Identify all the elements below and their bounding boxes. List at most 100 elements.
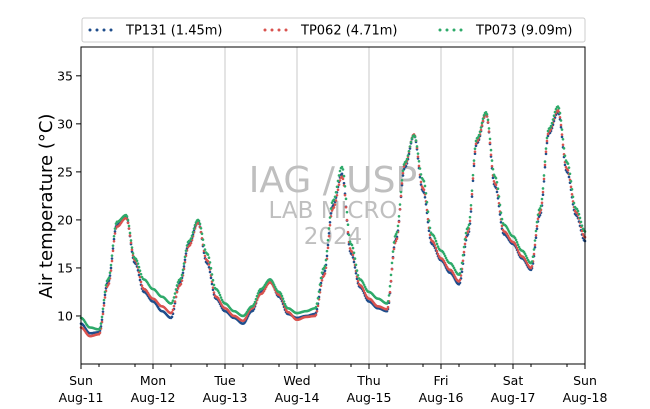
data-point — [516, 249, 520, 252]
data-point — [461, 253, 465, 257]
data-point — [443, 254, 447, 258]
data-point — [544, 152, 548, 156]
data-point — [500, 224, 504, 228]
y-axis: 10 15 20 25 30 35 — [57, 68, 81, 323]
data-point — [218, 293, 222, 297]
data-point — [362, 289, 366, 293]
data-point — [173, 300, 177, 303]
data-point — [482, 114, 486, 117]
data-point — [397, 220, 401, 224]
data-point — [211, 278, 215, 282]
x-tick-label-date: Aug-13 — [203, 390, 248, 405]
data-point — [344, 197, 348, 201]
data-point — [343, 184, 347, 188]
data-point — [484, 111, 488, 114]
data-point — [111, 244, 115, 247]
data-point — [109, 266, 113, 270]
data-point — [110, 254, 114, 257]
data-point — [579, 220, 583, 224]
data-point — [404, 160, 408, 163]
data-point — [280, 294, 284, 298]
x-tick-label-day: Sat — [503, 373, 524, 388]
data-point — [530, 264, 534, 268]
data-point — [253, 300, 257, 304]
data-point — [546, 134, 550, 138]
data-point — [340, 175, 344, 178]
data-point — [126, 218, 130, 222]
data-point — [272, 283, 276, 286]
data-point — [104, 284, 108, 287]
data-point — [111, 247, 115, 250]
data-point — [174, 288, 178, 291]
data-point — [561, 137, 565, 141]
data-point — [125, 215, 129, 218]
data-point — [207, 256, 211, 259]
data-point — [130, 246, 134, 249]
data-point — [361, 287, 365, 290]
data-point — [563, 163, 567, 167]
data-point — [470, 195, 474, 198]
data-point — [480, 121, 484, 125]
data-point — [271, 281, 275, 284]
data-point — [460, 270, 464, 274]
data-point — [208, 261, 212, 264]
data-point — [181, 271, 185, 275]
data-point — [127, 224, 131, 228]
data-point — [436, 252, 440, 256]
data-point — [563, 154, 567, 158]
data-point — [315, 307, 319, 311]
data-point — [553, 110, 557, 114]
data-point — [531, 255, 535, 259]
data-point — [427, 229, 431, 233]
data-point — [491, 176, 495, 180]
data-point — [352, 251, 356, 255]
legend-label: TP073 (9.09m) — [475, 24, 572, 39]
data-point — [345, 218, 349, 222]
data-point — [569, 180, 573, 183]
data-point — [480, 124, 484, 127]
data-point — [490, 164, 494, 168]
data-point — [417, 160, 421, 163]
data-point — [315, 309, 319, 313]
data-point — [385, 309, 389, 313]
x-tick-label-date: Aug-12 — [131, 390, 176, 405]
y-tick-label: 25 — [57, 164, 73, 179]
data-point — [530, 260, 534, 263]
data-point — [353, 266, 357, 269]
data-point — [424, 203, 428, 206]
legend-marker — [88, 28, 92, 32]
data-point — [462, 245, 466, 249]
data-point — [548, 126, 552, 130]
data-point — [137, 265, 141, 269]
data-point — [414, 139, 418, 142]
data-point — [346, 223, 350, 227]
data-point — [500, 217, 504, 221]
data-point — [348, 240, 352, 243]
data-point — [390, 267, 394, 271]
data-point — [560, 128, 564, 131]
data-point — [536, 217, 540, 221]
data-point — [492, 180, 496, 183]
data-point — [390, 261, 394, 265]
data-point — [401, 169, 405, 172]
y-tick-label: 15 — [57, 260, 73, 275]
data-point — [397, 215, 401, 218]
data-point — [345, 210, 349, 214]
data-point — [129, 239, 133, 242]
data-point — [109, 263, 113, 267]
data-point — [543, 163, 547, 167]
data-point — [138, 269, 142, 273]
data-point — [181, 268, 185, 272]
data-point — [352, 260, 356, 264]
data-point — [107, 282, 111, 285]
data-point — [496, 187, 500, 190]
data-point — [534, 229, 538, 233]
data-point — [394, 233, 398, 236]
legend-marker — [445, 28, 449, 32]
data-point — [207, 265, 211, 269]
x-tick-label-date: Aug-16 — [419, 390, 464, 405]
data-point — [189, 237, 193, 240]
data-point — [428, 233, 432, 237]
data-point — [170, 315, 174, 319]
data-point — [100, 318, 104, 322]
